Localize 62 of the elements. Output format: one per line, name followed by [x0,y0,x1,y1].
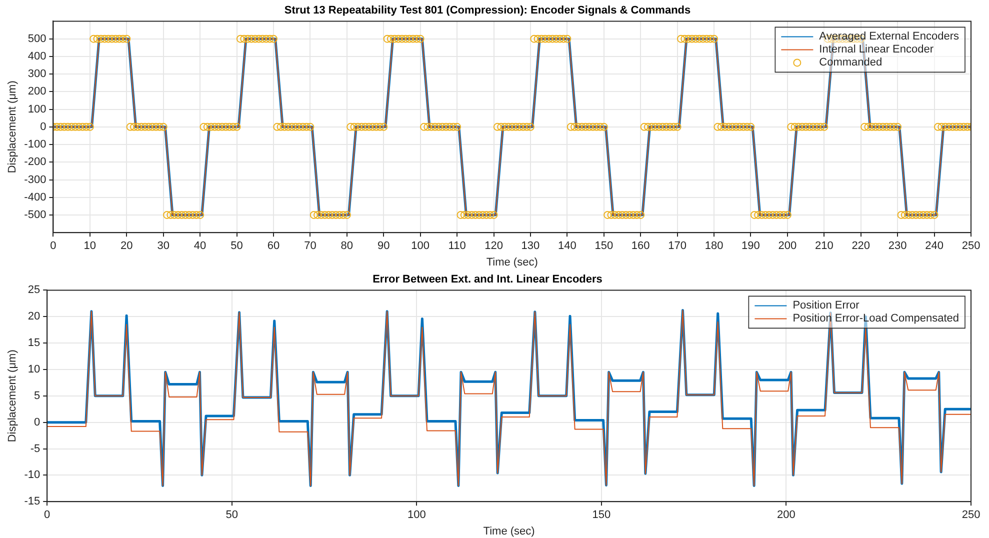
x-tick-label: 230 [888,240,907,252]
y-tick-label: 25 [28,284,40,296]
x-tick-label: 250 [962,509,980,522]
legend-label: Internal Linear Encoder [819,44,934,56]
y-tick-label: -400 [24,191,46,204]
y-tick-label: -15 [24,496,40,508]
x-tick-label: 50 [230,240,243,252]
x-tick-label: 0 [50,240,56,252]
x-tick-label: 70 [304,240,316,252]
y-tick-label: -500 [24,209,46,222]
x-tick-label: 100 [407,509,426,522]
x-tick-label: 210 [814,240,834,252]
y-tick-label: 0 [40,120,46,133]
x-axis-title: Time (sec) [486,256,538,268]
y-tick-label: 100 [28,103,46,116]
legend-label: Commanded [819,56,882,69]
y-tick-label: -5 [30,442,40,455]
x-tick-label: 220 [852,240,870,252]
y-tick-label: 20 [28,310,40,323]
x-tick-label: 200 [777,509,796,522]
legend-label: Position Error-Load Compensated [792,312,959,325]
x-tick-label: 90 [377,240,390,252]
x-tick-label: 180 [704,240,724,252]
x-tick-label: 150 [594,240,614,252]
y-axis-title: Displacement (μm) [6,350,19,442]
x-tick-label: 250 [962,240,980,252]
legend-label: Averaged External Encoders [819,30,960,43]
x-tick-label: 120 [484,240,503,252]
x-axis-title: Time (sec) [483,525,535,538]
x-tick-label: 100 [411,240,430,252]
x-tick-label: 160 [631,240,650,252]
y-tick-label: -100 [24,138,46,151]
x-tick-label: 50 [226,509,238,522]
x-tick-label: 140 [558,240,576,252]
x-tick-label: 130 [521,240,540,252]
y-tick-label: 300 [28,68,46,80]
x-tick-label: 170 [668,240,686,252]
x-tick-label: 240 [925,240,944,252]
x-tick-label: 20 [120,240,133,252]
y-tick-label: 400 [28,50,46,62]
y-tick-label: 5 [34,390,40,402]
x-tick-label: 110 [448,240,466,252]
chart-title: Strut 13 Repeatability Test 801 (Compression): Encoder Signals & Commands [284,4,691,17]
y-tick-label: 0 [34,416,40,428]
x-tick-label: 10 [84,240,96,252]
x-tick-label: 80 [340,240,354,252]
y-tick-label: 10 [28,364,40,376]
chart-title: Error Between Ext. and Int. Linear Encoders [372,274,602,286]
x-tick-label: 60 [267,240,280,252]
y-tick-label: 15 [28,337,40,350]
x-tick-label: 150 [592,509,611,522]
y-axis-title: Displacement (μm) [6,80,19,174]
x-tick-label: 190 [742,240,760,252]
y-tick-label: -300 [24,174,46,186]
y-tick-label: 500 [28,32,46,45]
y-tick-label: -200 [24,156,46,168]
y-tick-label: -10 [24,469,40,482]
x-tick-label: 40 [194,240,206,252]
y-tick-label: 200 [28,86,46,98]
x-tick-label: 30 [157,240,170,252]
legend-label: Position Error [792,300,860,312]
x-tick-label: 200 [778,240,797,252]
